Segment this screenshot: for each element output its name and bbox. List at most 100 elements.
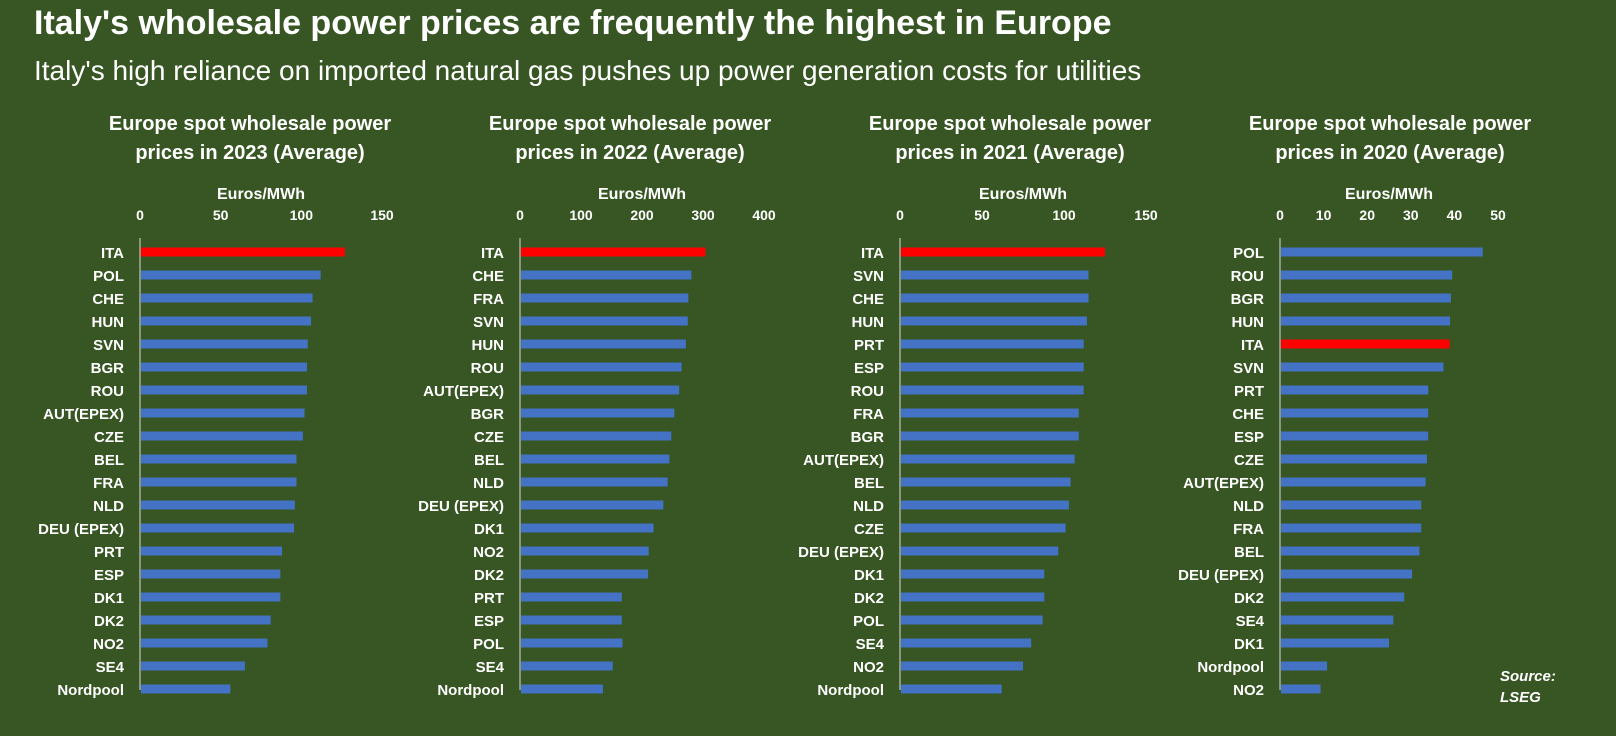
bar-svn — [1281, 362, 1444, 372]
chart-title-line1: Europe spot wholesale power — [488, 113, 772, 135]
category-label: Nordpool — [1197, 659, 1264, 676]
category-label: DK2 — [474, 567, 504, 584]
bar-fra — [141, 477, 297, 487]
source-note: Source: LSEG — [1500, 666, 1556, 708]
category-label: BEL — [94, 452, 124, 469]
bar-dk2 — [901, 592, 1045, 602]
category-label: BGR — [91, 360, 125, 377]
bar-svn — [901, 270, 1089, 280]
x-tick-label: 150 — [1134, 207, 1158, 223]
bar-cze — [521, 431, 672, 441]
category-label: PRT — [94, 544, 124, 561]
category-label: BGR — [471, 406, 505, 423]
category-label: SE4 — [1236, 613, 1265, 630]
category-label: CHE — [92, 291, 124, 308]
x-tick-label: 0 — [136, 207, 144, 223]
bar-deu-epex- — [1281, 569, 1413, 579]
chart-title-line1: Europe spot wholesale power — [1248, 113, 1532, 135]
x-tick-label: 0 — [896, 207, 904, 223]
bar-dk2 — [521, 569, 649, 579]
x-tick-label: 400 — [752, 207, 776, 223]
category-label: ITA — [101, 245, 124, 262]
category-label: HUN — [852, 314, 885, 331]
category-label: SVN — [853, 268, 884, 285]
bar-che — [1281, 408, 1429, 418]
category-label: DEU (EPEX) — [418, 498, 504, 515]
bar-dk1 — [1281, 638, 1389, 648]
category-label: SVN — [473, 314, 504, 331]
x-axis-unit-label: Euros/MWh — [598, 186, 686, 203]
x-axis-unit-label: Euros/MWh — [217, 186, 305, 203]
bar-dk1 — [521, 523, 654, 533]
x-tick-label: 30 — [1403, 207, 1419, 223]
category-label: CHE — [1232, 406, 1264, 423]
bar-che — [521, 270, 692, 280]
bar-se4 — [901, 638, 1032, 648]
bar-hun — [141, 316, 312, 326]
bar-prt — [141, 546, 282, 556]
chart-title-line2: prices in 2021 (Average) — [895, 142, 1125, 164]
chart-title-line2: prices in 2022 (Average) — [515, 142, 745, 164]
bar-ita — [1281, 339, 1450, 349]
category-label: CZE — [94, 429, 124, 446]
bar-nordpool — [1281, 661, 1328, 671]
bar-bel — [141, 454, 297, 464]
bar-fra — [521, 293, 689, 303]
bar-bel — [521, 454, 670, 464]
category-label: BEL — [1234, 544, 1264, 561]
category-label: NLD — [473, 475, 504, 492]
x-tick-label: 10 — [1316, 207, 1332, 223]
x-tick-label: 100 — [1052, 207, 1076, 223]
bar-rou — [521, 362, 682, 372]
category-label: DK2 — [94, 613, 124, 630]
category-label: CHE — [852, 291, 884, 308]
category-label: AUT(EPEX) — [803, 452, 884, 469]
x-tick-label: 100 — [569, 207, 593, 223]
bar-cze — [141, 431, 303, 441]
category-label: Nordpool — [57, 682, 124, 699]
category-label: POL — [473, 636, 504, 653]
category-label: NO2 — [473, 544, 504, 561]
bar-rou — [901, 385, 1084, 395]
x-tick-label: 40 — [1447, 207, 1463, 223]
category-label: NLD — [1233, 498, 1264, 515]
category-label: ROU — [91, 383, 124, 400]
category-label: PRT — [474, 590, 504, 607]
bar-ita — [521, 247, 706, 257]
category-label: ROU — [1231, 268, 1264, 285]
bar-nordpool — [521, 684, 603, 694]
category-label: FRA — [473, 291, 504, 308]
category-label: SVN — [1233, 360, 1264, 377]
bar-deu-epex- — [901, 546, 1059, 556]
category-label: BGR — [851, 429, 885, 446]
x-tick-label: 300 — [691, 207, 715, 223]
bar-nld — [901, 500, 1069, 510]
bar-che — [901, 293, 1089, 303]
bar-pol — [1281, 247, 1483, 257]
category-label: POL — [853, 613, 884, 630]
category-label: DK1 — [474, 521, 504, 538]
category-label: DK1 — [94, 590, 124, 607]
bar-cze — [901, 523, 1066, 533]
bar-rou — [1281, 270, 1453, 280]
bar-prt — [901, 339, 1084, 349]
category-label: SE4 — [856, 636, 885, 653]
source-name: LSEG — [1500, 689, 1541, 706]
bar-ita — [141, 247, 345, 257]
bar-aut-epex- — [141, 408, 305, 418]
category-label: SE4 — [476, 659, 505, 676]
category-label: DK1 — [1234, 636, 1264, 653]
category-label: ROU — [471, 360, 504, 377]
x-tick-label: 200 — [630, 207, 654, 223]
bar-bgr — [901, 431, 1079, 441]
bar-pol — [141, 270, 321, 280]
bar-chart-1: 0 100 200 300 400 ITA CHE FRA SVN HUN ROU AUT(EPEX)… — [418, 207, 776, 699]
category-label: ITA — [861, 245, 884, 262]
chart-title-line2: prices in 2023 (Average) — [135, 142, 365, 164]
bar-nld — [141, 500, 295, 510]
category-label: NO2 — [1233, 682, 1264, 699]
x-tick-label: 150 — [370, 207, 394, 223]
category-label: ESP — [474, 613, 504, 630]
bar-deu-epex- — [141, 523, 295, 533]
